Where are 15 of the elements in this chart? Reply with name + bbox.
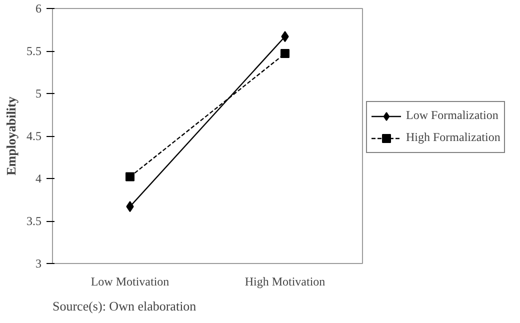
- source-note: Source(s): Own elaboration: [52, 298, 197, 314]
- legend-label: High Formalization: [406, 130, 500, 145]
- y-axis-title: Employability: [4, 96, 18, 176]
- point: [280, 49, 290, 58]
- y-tick-label: 3: [36, 256, 42, 270]
- x-tick-label: Low Motivation: [90, 274, 170, 288]
- y-tick-label: 6: [36, 2, 42, 16]
- legend-label: Low Formalization: [406, 108, 498, 123]
- point: [126, 172, 134, 182]
- y-tick-label: 5: [36, 86, 42, 100]
- y-tick-label: 3.5: [26, 214, 42, 228]
- x-tick-label: High Motivation: [244, 274, 326, 288]
- y-tick-label: 5.5: [26, 44, 42, 58]
- y-tick-label: 4: [36, 172, 42, 186]
- y-tick-label: 4.5: [26, 129, 42, 143]
